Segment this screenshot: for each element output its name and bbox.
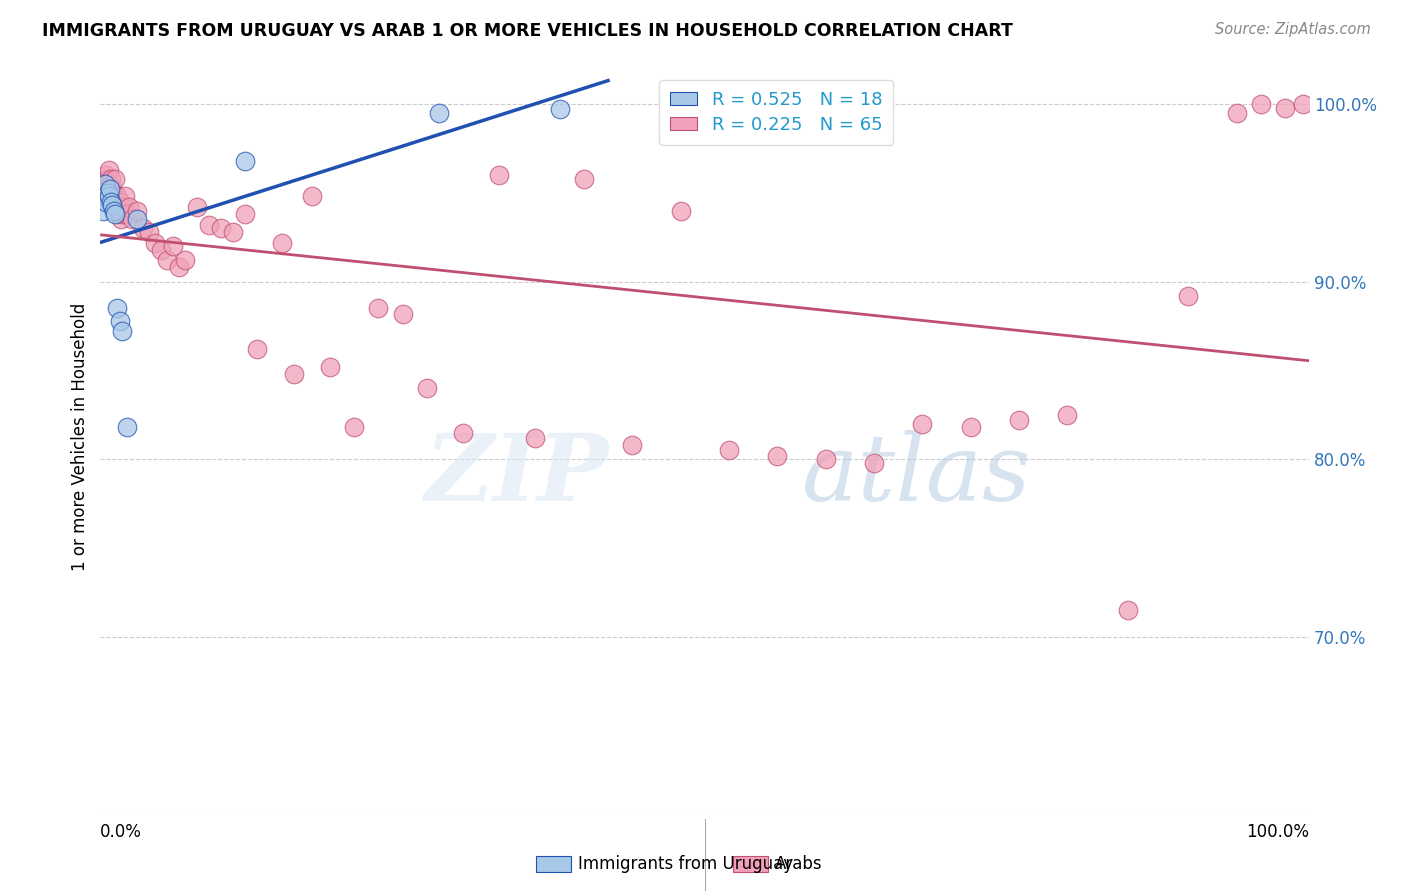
Legend: R = 0.525   N = 18, R = 0.225   N = 65: R = 0.525 N = 18, R = 0.225 N = 65 (659, 80, 893, 145)
Point (427, 106, 450, 120)
Point (343, 420, 366, 434)
Point (488, 168, 510, 182)
Point (112, 200, 135, 214)
Point (1177, 289, 1199, 303)
Point (108, 314, 131, 328)
Point (100, 194, 122, 209)
Point (301, 189, 323, 203)
Text: atlas: atlas (801, 430, 1031, 520)
Point (115, 420, 138, 434)
Point (1116, 603, 1139, 617)
Point (138, 225, 160, 239)
Point (319, 359, 342, 374)
Point (167, 260, 190, 275)
Point (114, 189, 136, 203)
Point (125, 203, 148, 218)
Point (222, 225, 245, 239)
Point (572, 171, 595, 186)
Point (96, 194, 118, 209)
Point (105, 189, 128, 203)
Point (105, 301, 128, 316)
Point (1056, 408, 1078, 422)
Point (91, 177, 114, 191)
Point (270, 235, 292, 250)
Point (93, 189, 115, 203)
Point (246, 342, 269, 356)
Point (391, 307, 413, 321)
Point (1225, 106, 1247, 120)
Point (111, 325, 134, 339)
Text: Arabs: Arabs (775, 855, 823, 872)
Point (107, 203, 129, 218)
Point (97, 171, 120, 186)
Point (1250, 97, 1272, 112)
Point (105, 194, 128, 209)
Point (162, 239, 184, 253)
Point (1008, 413, 1031, 427)
Point (97, 189, 120, 203)
Point (174, 253, 197, 268)
Point (235, 207, 257, 221)
Point (104, 207, 127, 221)
Text: Immigrants from Uruguay: Immigrants from Uruguay (578, 855, 793, 872)
Point (97, 186, 120, 200)
Point (367, 301, 389, 316)
Point (524, 431, 547, 445)
Point (717, 443, 740, 458)
Y-axis label: 1 or more Vehicles in Household: 1 or more Vehicles in Household (72, 303, 89, 571)
Text: 100.0%: 100.0% (1246, 823, 1309, 841)
Point (149, 243, 172, 257)
Point (96, 168, 118, 182)
Point (101, 198, 124, 212)
Point (863, 456, 886, 470)
Point (103, 203, 125, 218)
Point (94, 182, 117, 196)
Point (94, 177, 117, 191)
Text: 0.0%: 0.0% (100, 823, 142, 841)
Point (104, 171, 127, 186)
Point (198, 218, 221, 232)
Point (97, 162, 120, 177)
Point (156, 253, 179, 268)
Point (100, 171, 122, 186)
Point (115, 207, 138, 221)
Point (121, 212, 143, 227)
Text: ZIP: ZIP (423, 430, 607, 520)
Point (101, 182, 124, 196)
Point (235, 153, 257, 168)
Point (209, 221, 232, 235)
Point (98, 177, 121, 191)
Point (283, 367, 305, 381)
Point (118, 200, 141, 214)
Point (108, 194, 131, 209)
Point (1274, 101, 1296, 115)
Point (110, 212, 132, 227)
Point (766, 449, 789, 463)
Point (125, 212, 148, 227)
Text: IMMIGRANTS FROM URUGUAY VS ARAB 1 OR MORE VEHICLES IN HOUSEHOLD CORRELATION CHAR: IMMIGRANTS FROM URUGUAY VS ARAB 1 OR MOR… (42, 22, 1014, 40)
Point (669, 203, 692, 218)
Point (959, 420, 981, 434)
Point (415, 381, 437, 395)
Point (1292, 97, 1315, 112)
Point (91, 203, 114, 218)
Point (111, 207, 134, 221)
Point (98, 182, 121, 196)
Point (548, 103, 571, 117)
Text: Source: ZipAtlas.com: Source: ZipAtlas.com (1215, 22, 1371, 37)
Point (621, 438, 644, 452)
Point (451, 425, 474, 440)
Point (911, 417, 934, 431)
Point (814, 452, 837, 467)
Point (143, 235, 166, 250)
Point (131, 221, 153, 235)
Point (186, 200, 208, 214)
Point (103, 186, 125, 200)
